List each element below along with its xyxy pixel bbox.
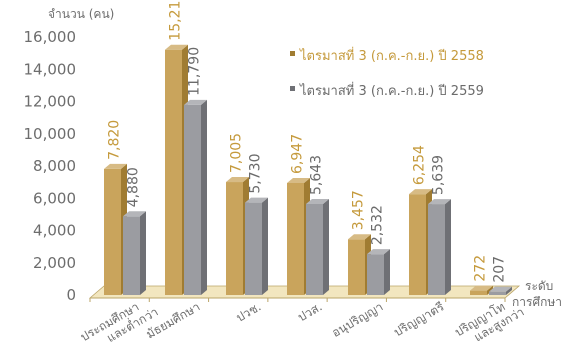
y-axis-label: จำนวน (คน): [48, 7, 114, 21]
bar-2559-side: [506, 286, 512, 295]
bar-2558-front: [287, 182, 304, 295]
bar-2559-top: [184, 99, 207, 105]
legend-swatch-2559: [290, 86, 295, 91]
bar-2558-front: [409, 194, 426, 295]
category-label: ปริญญาตรี: [391, 299, 447, 339]
value-label: 6,254: [412, 145, 428, 185]
value-label: 15,213: [168, 0, 184, 41]
bar-2558-front: [470, 290, 487, 295]
bar-2558-front: [348, 239, 365, 295]
legend: ไตรมาสที่ 3 (ก.ค.-ก.ย.) ปี 2558 ไตรมาสที…: [290, 47, 484, 99]
value-label: 5,730: [248, 154, 264, 194]
bar-2559-top: [306, 199, 329, 205]
bar-2559-side: [384, 249, 390, 295]
y-tick-label: 2,000: [33, 254, 76, 272]
y-axis-ticks: 0 2,000 4,000 6,000 8,000 10,000 12,000 14,000 1…: [24, 28, 77, 304]
bar-2558-top: [470, 285, 493, 291]
bar-2559-top: [245, 197, 268, 203]
bar-2559-top: [123, 211, 146, 217]
bar-2559-front: [428, 204, 445, 295]
bar-2559: [306, 199, 329, 295]
bar-2558-top: [226, 177, 249, 183]
bar-2558-side: [487, 285, 493, 295]
bar-2559-side: [323, 199, 329, 295]
value-label: 5,643: [309, 155, 325, 195]
bars: [104, 44, 512, 296]
bar-2559: [489, 286, 512, 295]
bar-2558-top: [165, 44, 188, 50]
category-label: ปวส.: [295, 299, 324, 324]
bar-2558-top: [287, 177, 310, 183]
bar-2559: [245, 197, 268, 295]
y-tick-label: 0: [66, 286, 76, 304]
category-label: ประถมศึกษาและต่ำกว่า: [78, 292, 161, 356]
category-label: ปวช.: [234, 299, 264, 324]
bar-2558-top: [348, 234, 371, 240]
bar-2558: [470, 285, 493, 295]
bar-2558-front: [226, 182, 243, 295]
value-label: 7,820: [107, 120, 123, 160]
value-label: 11,790: [187, 47, 203, 96]
bar-2559-front: [184, 104, 201, 295]
bar-2558-front: [104, 168, 121, 295]
bar-2558-top: [104, 163, 127, 169]
y-tick-label: 6,000: [33, 189, 76, 207]
x-axis-label-line1: ระดับ: [525, 279, 553, 293]
bar-2559-front: [306, 204, 323, 295]
category-labels: ประถมศึกษาและต่ำกว่ามัธยมศึกษา ปวช. ปวส. อน…: [78, 292, 527, 356]
bar-2559-side: [262, 197, 268, 295]
value-label: 6,947: [290, 134, 306, 174]
value-label: 3,457: [351, 190, 367, 230]
y-tick-label: 8,000: [33, 157, 76, 175]
x-axis-label-line2: การศึกษา: [512, 295, 562, 309]
bar-2559-front: [123, 216, 140, 295]
value-label: 272: [473, 255, 489, 282]
legend-swatch-2558: [290, 51, 295, 56]
y-tick-label: 4,000: [33, 222, 76, 240]
bar-2558-front: [165, 49, 182, 296]
value-label: 4,880: [126, 167, 142, 207]
bar-2559: [428, 199, 451, 295]
bar-2559-front: [367, 254, 384, 295]
y-tick-label: 16,000: [24, 28, 77, 46]
bar-2559: [367, 249, 390, 295]
x-axis-label: ระดับ การศึกษา: [512, 279, 562, 309]
y-tick-label: 14,000: [24, 60, 77, 78]
bar-2559-side: [445, 199, 451, 295]
bar-2559-side: [201, 99, 207, 295]
bar-2559-top: [428, 199, 451, 205]
legend-label-2559: ไตรมาสที่ 3 (ก.ค.-ก.ย.) ปี 2559: [299, 82, 484, 99]
value-label: 5,639: [431, 155, 447, 195]
bar-2559-front: [489, 291, 506, 295]
bar-2559-top: [489, 286, 512, 292]
value-label: 207: [492, 256, 508, 283]
value-label: 2,532: [370, 205, 386, 245]
category-label: อนุปริญญา: [329, 299, 386, 340]
bar-2559-side: [140, 211, 146, 295]
value-label: 7,005: [229, 133, 245, 173]
bar-2559-front: [245, 202, 262, 295]
legend-label-2558: ไตรมาสที่ 3 (ก.ค.-ก.ย.) ปี 2558: [299, 47, 484, 64]
bar-2559-top: [367, 249, 390, 255]
bar-2559: [184, 99, 207, 295]
bar-2559: [123, 211, 146, 295]
bar-2558-top: [409, 189, 432, 195]
y-tick-label: 12,000: [24, 93, 77, 111]
y-tick-label: 10,000: [24, 125, 77, 143]
